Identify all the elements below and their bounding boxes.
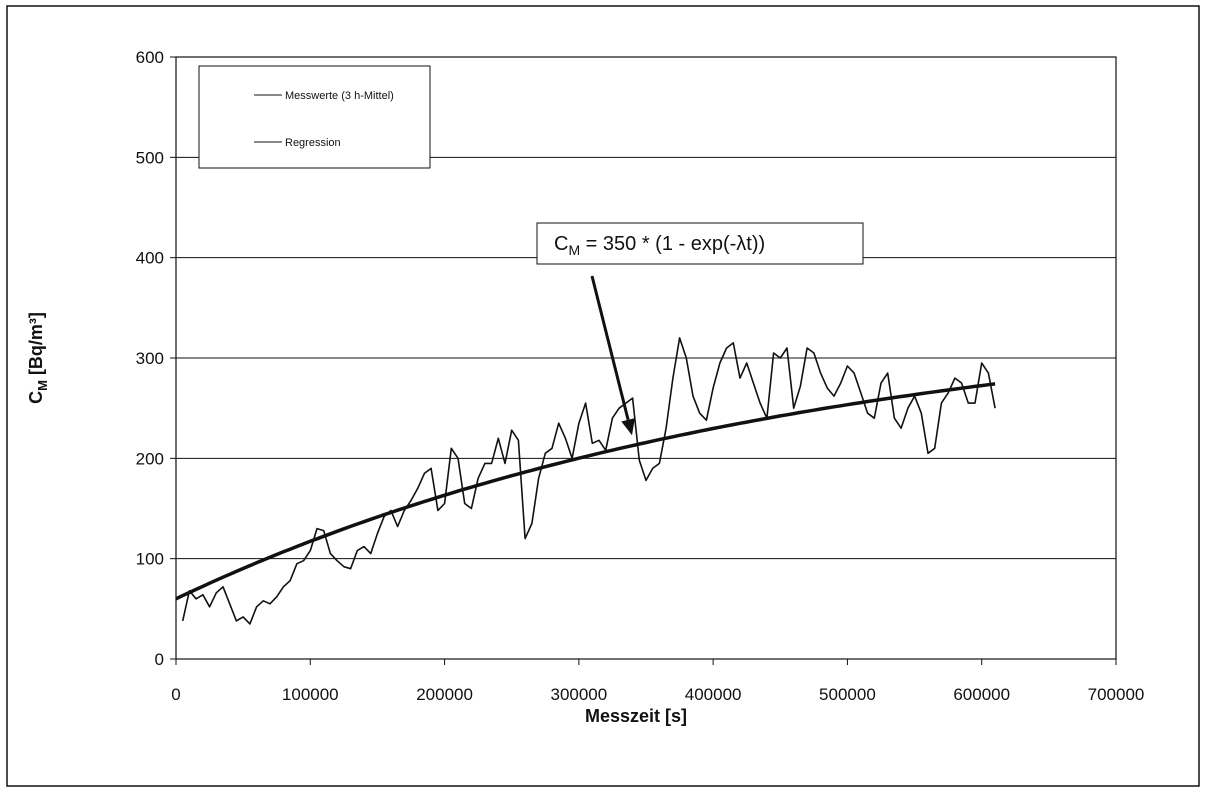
outer-border	[6, 5, 1200, 787]
annotation-rest: = 350 * (1 - exp(-λt))	[580, 233, 765, 255]
y-axis-ticks: 0 100 200 300 400 500 600	[136, 48, 176, 669]
y-axis-title: CM [Bq/m³]	[26, 312, 50, 404]
x-axis-ticks: 0 100000 200000 300000 400000 500000 600000 700…	[171, 659, 1144, 704]
x-tick-label-700000: 700000	[1088, 685, 1145, 704]
legend-label-regression: Regression	[285, 137, 341, 149]
annotation-text: CM = 350 * (1 - exp(-λt))	[554, 233, 765, 258]
y-tick-label-500: 500	[136, 148, 164, 167]
annotation-box	[536, 222, 864, 265]
series-line-regression	[175, 382, 996, 601]
annotation-arrowhead	[621, 418, 635, 436]
x-tick-label-500000: 500000	[819, 685, 876, 704]
x-tick-label-100000: 100000	[282, 685, 339, 704]
y-axis-title-sub: M	[35, 380, 50, 391]
y-tick-label-400: 400	[136, 249, 164, 268]
x-tick-label-600000: 600000	[953, 685, 1010, 704]
y-tick-label-300: 300	[136, 349, 164, 368]
annotation-main: C	[554, 233, 568, 255]
x-tick-label-300000: 300000	[550, 685, 607, 704]
series-layer	[175, 337, 996, 625]
y-tick-label-100: 100	[136, 550, 164, 569]
x-axis-title: Messzeit [s]	[585, 706, 687, 726]
legend-box	[198, 65, 431, 169]
legend-label-measured: Messwerte (3 h-Mittel)	[285, 90, 394, 102]
annotation-arrow	[590, 275, 630, 421]
y-tick-label-200: 200	[136, 449, 164, 468]
y-tick-label-600: 600	[136, 48, 164, 67]
plot-area: 0 100 200 300 400 500 600 0 100000 200000 300000 4…	[136, 48, 1145, 704]
legend: Messwerte (3 h-Mittel) Regression	[198, 65, 431, 169]
x-tick-label-400000: 400000	[685, 685, 742, 704]
annotation-sub: M	[568, 242, 580, 258]
y-tick-label-0: 0	[155, 650, 164, 669]
formula-annotation: CM = 350 * (1 - exp(-λt))	[536, 222, 864, 436]
x-tick-label-0: 0	[171, 685, 180, 704]
y-axis-title-main: C	[26, 391, 46, 404]
x-tick-label-200000: 200000	[416, 685, 473, 704]
series-line-measured	[181, 337, 996, 625]
y-axis-title-rest: [Bq/m³]	[26, 312, 46, 380]
